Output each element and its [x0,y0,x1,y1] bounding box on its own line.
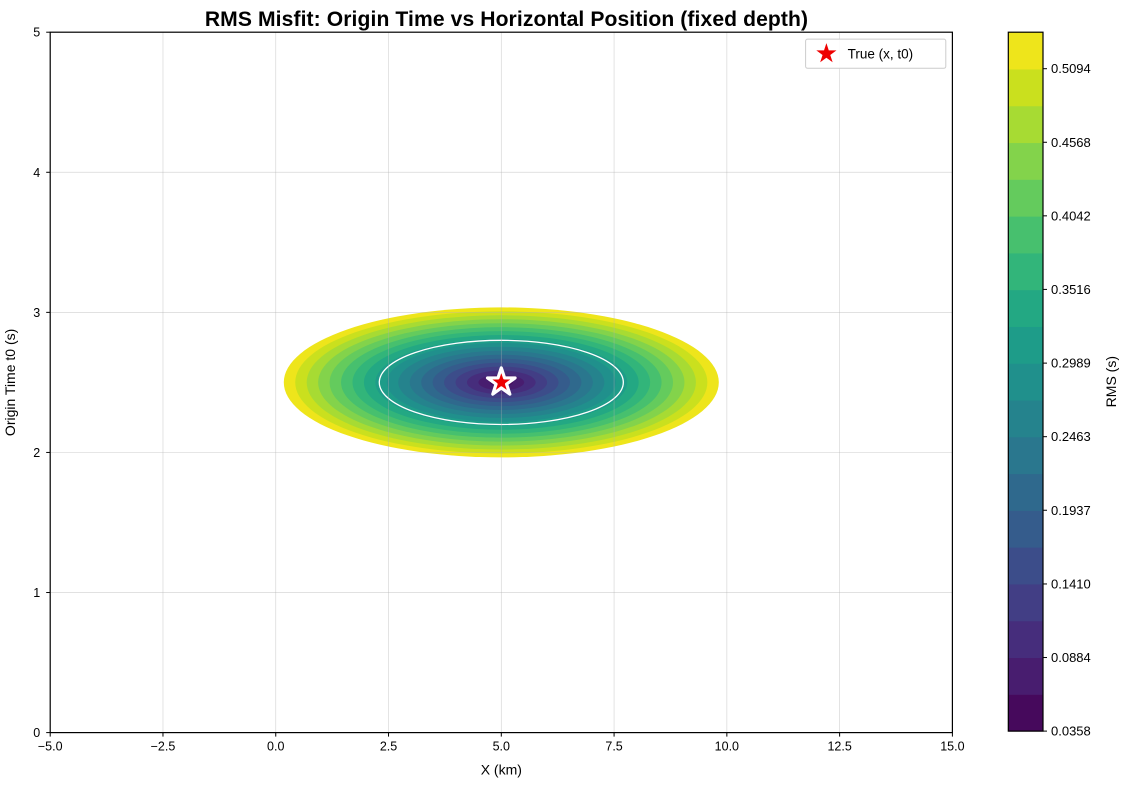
svg-text:X (km): X (km) [481,762,522,778]
svg-text:0.4042: 0.4042 [1051,208,1091,223]
svg-text:0.0: 0.0 [267,740,284,754]
svg-text:2: 2 [33,446,40,460]
svg-text:Origin Time t0 (s): Origin Time t0 (s) [2,329,18,436]
svg-text:0.1937: 0.1937 [1051,503,1091,518]
svg-text:0: 0 [33,726,40,740]
svg-text:0.2463: 0.2463 [1051,429,1091,444]
svg-text:0.4568: 0.4568 [1051,135,1091,150]
svg-text:0.5094: 0.5094 [1051,61,1091,76]
svg-text:RMS (s): RMS (s) [1103,356,1119,407]
svg-text:7.5: 7.5 [605,740,622,754]
svg-text:0.0358: 0.0358 [1051,724,1091,739]
svg-text:5.0: 5.0 [493,740,510,754]
svg-text:10.0: 10.0 [715,740,739,754]
svg-text:0.0884: 0.0884 [1051,650,1091,665]
svg-text:True (x, t0): True (x, t0) [848,47,914,62]
svg-text:0.3516: 0.3516 [1051,282,1091,297]
svg-text:0.1410: 0.1410 [1051,576,1091,591]
svg-text:1: 1 [33,586,40,600]
svg-text:0.2989: 0.2989 [1051,356,1091,371]
svg-text:−2.5: −2.5 [151,740,176,754]
svg-text:3: 3 [33,306,40,320]
svg-text:12.5: 12.5 [827,740,851,754]
svg-text:4: 4 [33,166,40,180]
svg-text:2.5: 2.5 [380,740,397,754]
svg-text:−5.0: −5.0 [38,740,63,754]
svg-text:15.0: 15.0 [940,740,964,754]
